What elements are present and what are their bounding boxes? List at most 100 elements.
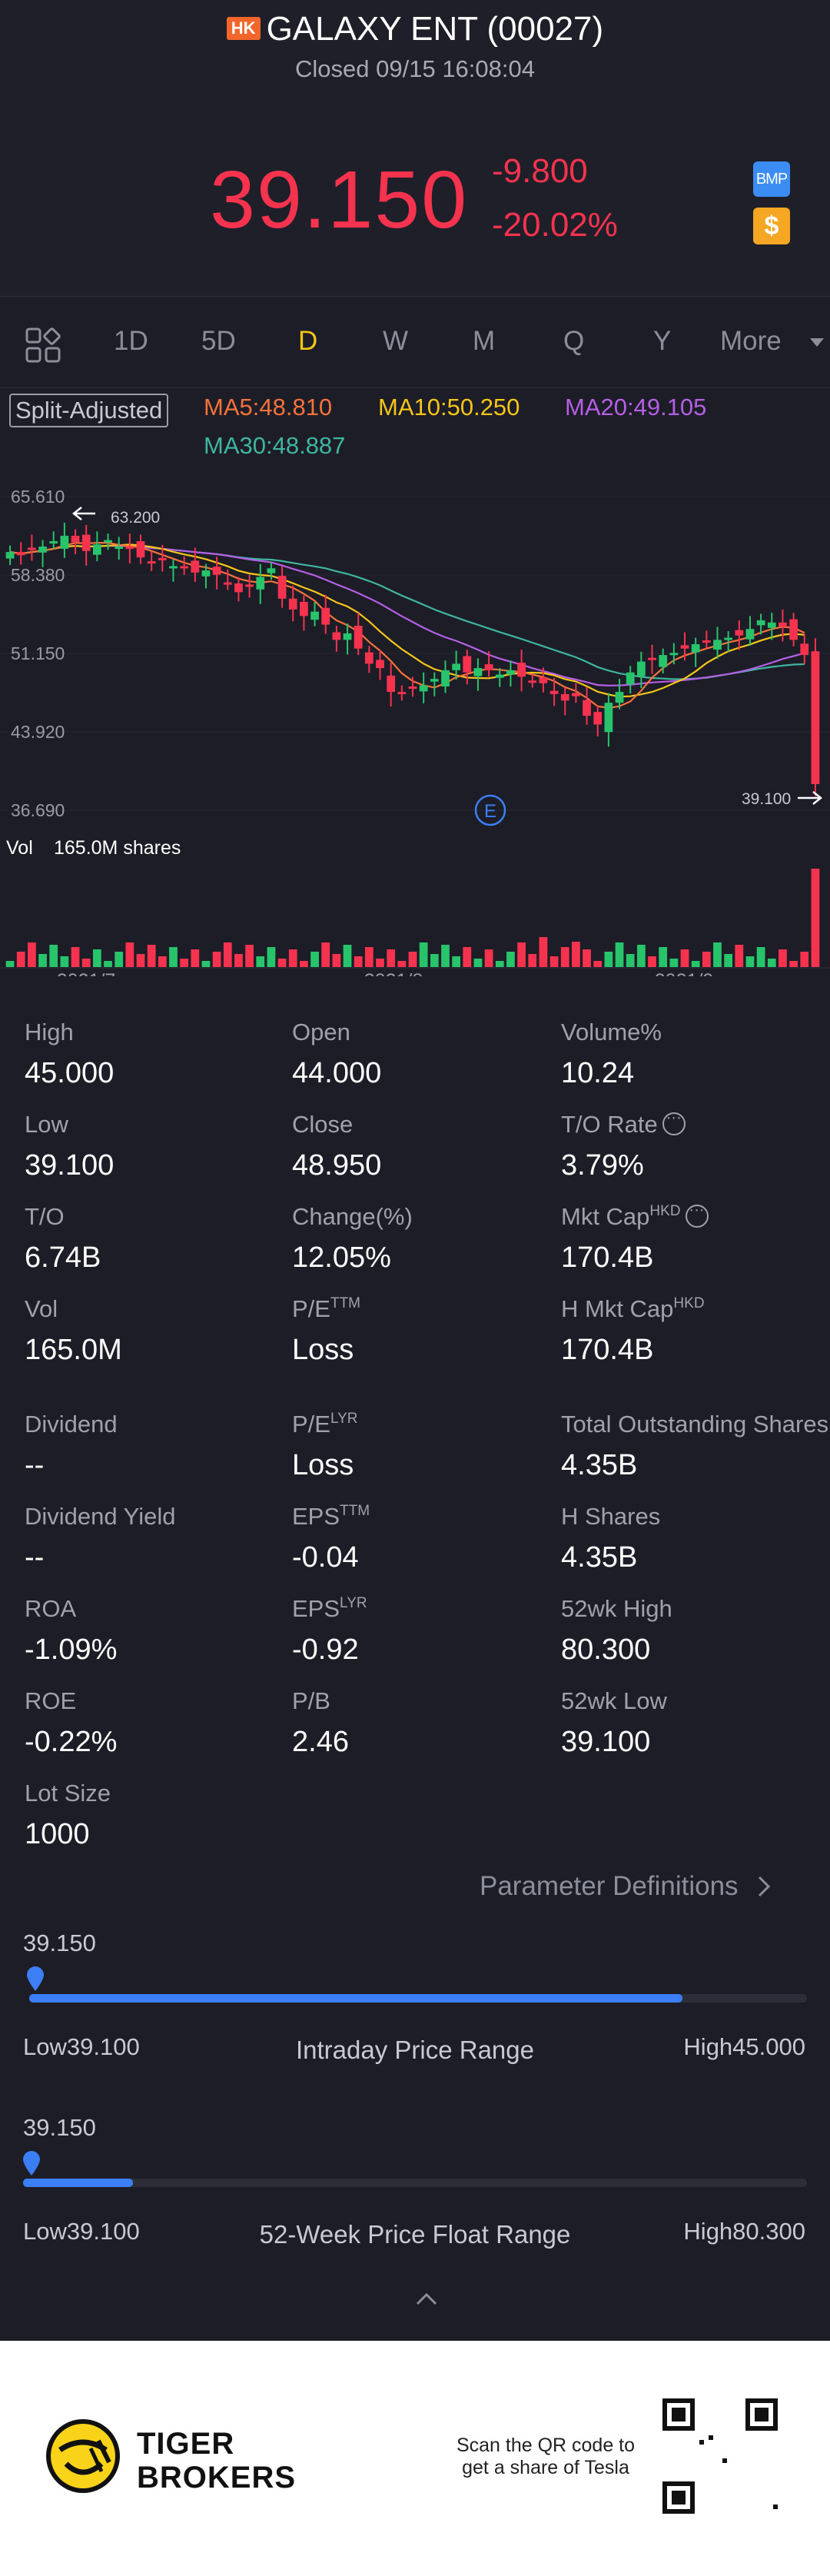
candle-body [71,535,80,543]
candle-body [549,690,559,694]
qr-module [699,2440,704,2445]
candle-body [452,663,461,670]
stat-label-text: Total Outstanding Shares [561,1411,829,1438]
brand-line-1: TIGER [137,2427,235,2461]
stat-label-h-shares: H Shares [561,1503,660,1531]
volume-bar [81,959,91,967]
candle-body [669,653,679,656]
tab-more[interactable]: More [720,326,782,356]
stat-label-text: Change(%) [292,1203,413,1230]
stat-label-eps-lyr: EPSLYR [292,1595,367,1623]
chart-layout-icon[interactable] [25,327,61,363]
stat-label-superscript: LYR [330,1411,358,1427]
tab-y[interactable]: Y [653,326,672,356]
stat-value-t-o-rate: 3.79% [561,1149,644,1182]
volume-bar [321,942,330,967]
volume-bar [636,945,646,967]
share-footer: TIGER BROKERS Scan the QR code to get a … [0,2341,830,2576]
volume-bar [604,952,613,967]
tab-1d[interactable]: 1D [114,326,148,356]
candle-body [92,544,101,555]
y-tick-label: 58.380 [11,565,65,585]
volume-bar [104,961,112,967]
52w-marker-icon [23,2151,40,2175]
stat-label-text: P/B [292,1687,330,1714]
more-info-icon[interactable] [685,1202,709,1228]
qr-finder-core [755,2408,769,2421]
volume-value: 165.0M shares [54,837,181,859]
volume-bar [800,952,809,967]
stat-value-eps-ttm: -0.04 [292,1541,359,1574]
candle-body [180,566,189,569]
candle-body [387,675,396,693]
candle-body [147,561,156,564]
stat-label-text: Close [292,1111,354,1138]
candle-body [779,622,787,627]
chevron-up-icon[interactable] [415,2287,438,2310]
candle-body [745,629,755,640]
stat-label-low: Low [25,1111,68,1138]
stat-label-h-mkt-cap-hkd: H Mkt CapHKD [561,1295,705,1323]
candle-body [343,633,352,640]
qr-module [773,2505,778,2509]
stat-value-p-e-ttm: Loss [292,1334,354,1366]
parameter-definitions-link[interactable]: Parameter Definitions [480,1871,773,1902]
52w-range-track [23,2179,807,2187]
stat-value-vol: 165.0M [25,1334,122,1366]
bmp-icon[interactable]: BMP [753,161,790,197]
arrow-right-icon [798,791,823,805]
volume-bar [702,952,711,967]
ma20-label: MA20:49.105 [565,394,707,420]
chevron-down-icon[interactable] [808,337,825,349]
tab-q[interactable]: Q [563,326,585,356]
tab-m[interactable]: M [473,326,496,356]
volume-bar [125,942,134,967]
stock-title-row: HK GALAXY ENT (00027) [0,6,830,52]
intraday-high-label: High45.000 [683,2033,805,2060]
tiger-brokers-logo [46,2419,120,2493]
candle-body [288,598,297,610]
candle-body [115,547,124,550]
parameter-definitions-label: Parameter Definitions [480,1871,739,1901]
stat-label-text: P/E [292,1411,330,1438]
candle-body [811,651,820,784]
tab-5d[interactable]: 5D [201,326,236,356]
intraday-marker-icon [27,1966,44,1991]
stat-label-close: Close [292,1111,353,1138]
volume-bar [593,961,603,967]
volume-bar [724,954,733,967]
stat-label-mkt-cap-hkd: Mkt CapHKD [561,1202,709,1231]
volume-bar [528,954,537,967]
candle-body [506,670,515,675]
stat-label-open: Open [292,1019,350,1046]
dollar-icon[interactable]: $ [753,208,790,244]
candle-body [756,620,765,626]
volume-bar [387,949,396,967]
more-info-icon[interactable] [662,1109,686,1135]
candle-body [267,568,276,573]
volume-bar [484,949,493,967]
split-adjusted-toggle[interactable]: Split-Adjusted [9,394,169,427]
stat-label-text: P/E [292,1295,330,1322]
stat-value-open: 44.000 [292,1057,382,1089]
stat-label-text: ROE [25,1687,77,1714]
volume-bar [397,961,407,967]
volume-bar [267,947,276,967]
stat-label-text: Open [292,1019,350,1045]
chevron-right-icon [759,1876,771,1897]
tab-d[interactable]: D [298,326,318,356]
candle-body [463,656,472,673]
candlestick-chart[interactable]: 65.610 58.380 51.150 43.920 36.690 63.200 39.1… [0,461,830,976]
candle-body [234,583,243,593]
volume-bar [560,947,569,967]
stat-value-p-b: 2.46 [292,1726,349,1758]
tab-w[interactable]: W [383,326,409,356]
candle-body [419,685,428,692]
candle-body [528,680,537,683]
intraday-low-label: Low39.100 [23,2033,140,2060]
volume-bar [463,947,472,967]
candle-body [191,560,200,573]
stat-label-text: Dividend [25,1411,118,1438]
candle-body [593,712,603,725]
candle-body [691,644,700,653]
